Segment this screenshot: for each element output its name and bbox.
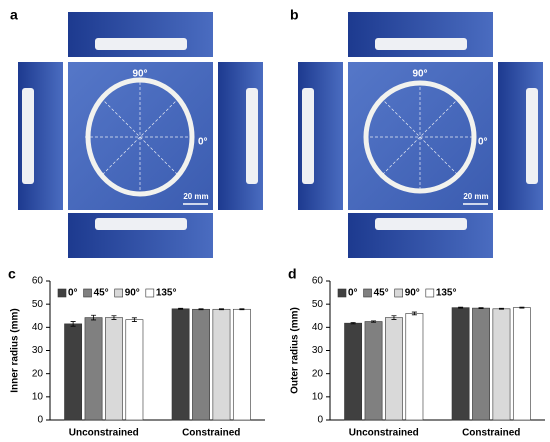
scale-label: 20 mm xyxy=(463,192,488,201)
error-bar xyxy=(411,311,417,316)
guide-line xyxy=(380,97,460,177)
error-bar xyxy=(239,308,245,311)
y-tick-label: 40 xyxy=(32,322,44,333)
legend-label: 90° xyxy=(125,288,140,299)
legend-label: 0° xyxy=(348,288,358,299)
bar xyxy=(492,308,511,421)
angle-label: 90° xyxy=(412,69,427,80)
legend-swatch xyxy=(363,288,372,298)
bar xyxy=(125,319,144,421)
bar xyxy=(405,313,424,421)
error-bar xyxy=(218,308,224,311)
error-bar xyxy=(70,321,76,327)
legend-label: 45° xyxy=(94,288,109,299)
error-bar xyxy=(458,306,464,309)
panel-label: c xyxy=(8,266,16,282)
legend-swatch xyxy=(83,288,92,298)
specimen xyxy=(526,88,538,184)
photo xyxy=(68,62,213,210)
error-bar xyxy=(111,315,117,320)
specimen xyxy=(22,88,34,184)
legend-swatch xyxy=(57,288,67,298)
y-tick-label: 50 xyxy=(312,299,324,310)
error-bar xyxy=(498,307,504,310)
scale-label: 20 mm xyxy=(183,192,208,201)
error-bar xyxy=(371,320,377,323)
legend-swatch xyxy=(114,288,123,298)
bar xyxy=(344,322,363,421)
x-tick-label: Unconstrained xyxy=(349,428,419,439)
bar xyxy=(472,307,490,421)
y-tick-label: 0 xyxy=(37,415,43,426)
legend-swatch xyxy=(145,288,155,298)
error-bar xyxy=(198,308,204,311)
legend-swatch xyxy=(394,288,403,298)
x-tick-label: Constrained xyxy=(462,428,520,439)
bar xyxy=(171,308,190,421)
y-tick-label: 20 xyxy=(312,368,324,379)
photo-strip xyxy=(68,12,213,57)
panel-label: a xyxy=(10,7,18,23)
error-bar xyxy=(131,317,137,322)
y-tick-label: 10 xyxy=(312,391,324,402)
y-tick-label: 60 xyxy=(312,276,324,287)
specimen xyxy=(246,88,258,184)
legend-swatch xyxy=(425,288,435,298)
bar xyxy=(512,307,531,421)
angle-label: 0° xyxy=(478,137,488,148)
angle-label: 0° xyxy=(198,137,208,148)
bar xyxy=(84,317,103,421)
y-tick-label: 40 xyxy=(312,322,324,333)
x-tick-label: Constrained xyxy=(182,428,240,439)
bar xyxy=(212,308,231,421)
error-bar xyxy=(178,307,184,310)
specimen xyxy=(302,88,314,184)
error-bar xyxy=(478,307,484,309)
y-tick-label: 30 xyxy=(312,345,324,356)
panel-label: d xyxy=(288,266,297,282)
legend-label: 90° xyxy=(405,288,420,299)
legend-label: 45° xyxy=(374,288,389,299)
photo-strip xyxy=(348,12,493,57)
angle-label: 90° xyxy=(132,69,147,80)
error-bar xyxy=(91,314,97,321)
bar xyxy=(364,321,383,421)
bar xyxy=(232,308,251,421)
y-tick-label: 0 xyxy=(317,415,323,426)
x-tick-label: Unconstrained xyxy=(69,428,139,439)
bar xyxy=(451,307,470,421)
y-axis-title: Outer radius (mm) xyxy=(290,307,301,394)
ring xyxy=(363,80,477,194)
y-tick-label: 50 xyxy=(32,299,44,310)
bar xyxy=(385,317,403,421)
panel-label: b xyxy=(290,7,299,23)
legend-label: 135° xyxy=(156,288,177,299)
specimen xyxy=(375,218,467,230)
legend-label: 0° xyxy=(68,288,78,299)
y-tick-label: 10 xyxy=(32,391,44,402)
legend-swatch xyxy=(337,288,347,298)
ring xyxy=(85,77,195,197)
error-bar xyxy=(391,315,397,320)
specimen xyxy=(375,38,467,50)
specimen xyxy=(95,38,187,50)
y-tick-label: 20 xyxy=(32,368,44,379)
photo xyxy=(348,62,493,210)
specimen xyxy=(95,218,187,230)
error-bar xyxy=(519,306,525,309)
y-tick-label: 30 xyxy=(32,345,44,356)
guide-line xyxy=(100,97,180,177)
y-tick-label: 60 xyxy=(32,276,44,287)
bar xyxy=(192,308,210,421)
legend-label: 135° xyxy=(436,288,457,299)
bar xyxy=(64,323,83,421)
bar xyxy=(105,317,123,421)
error-bar xyxy=(350,322,356,325)
y-axis-title: Inner radius (mm) xyxy=(10,308,21,392)
